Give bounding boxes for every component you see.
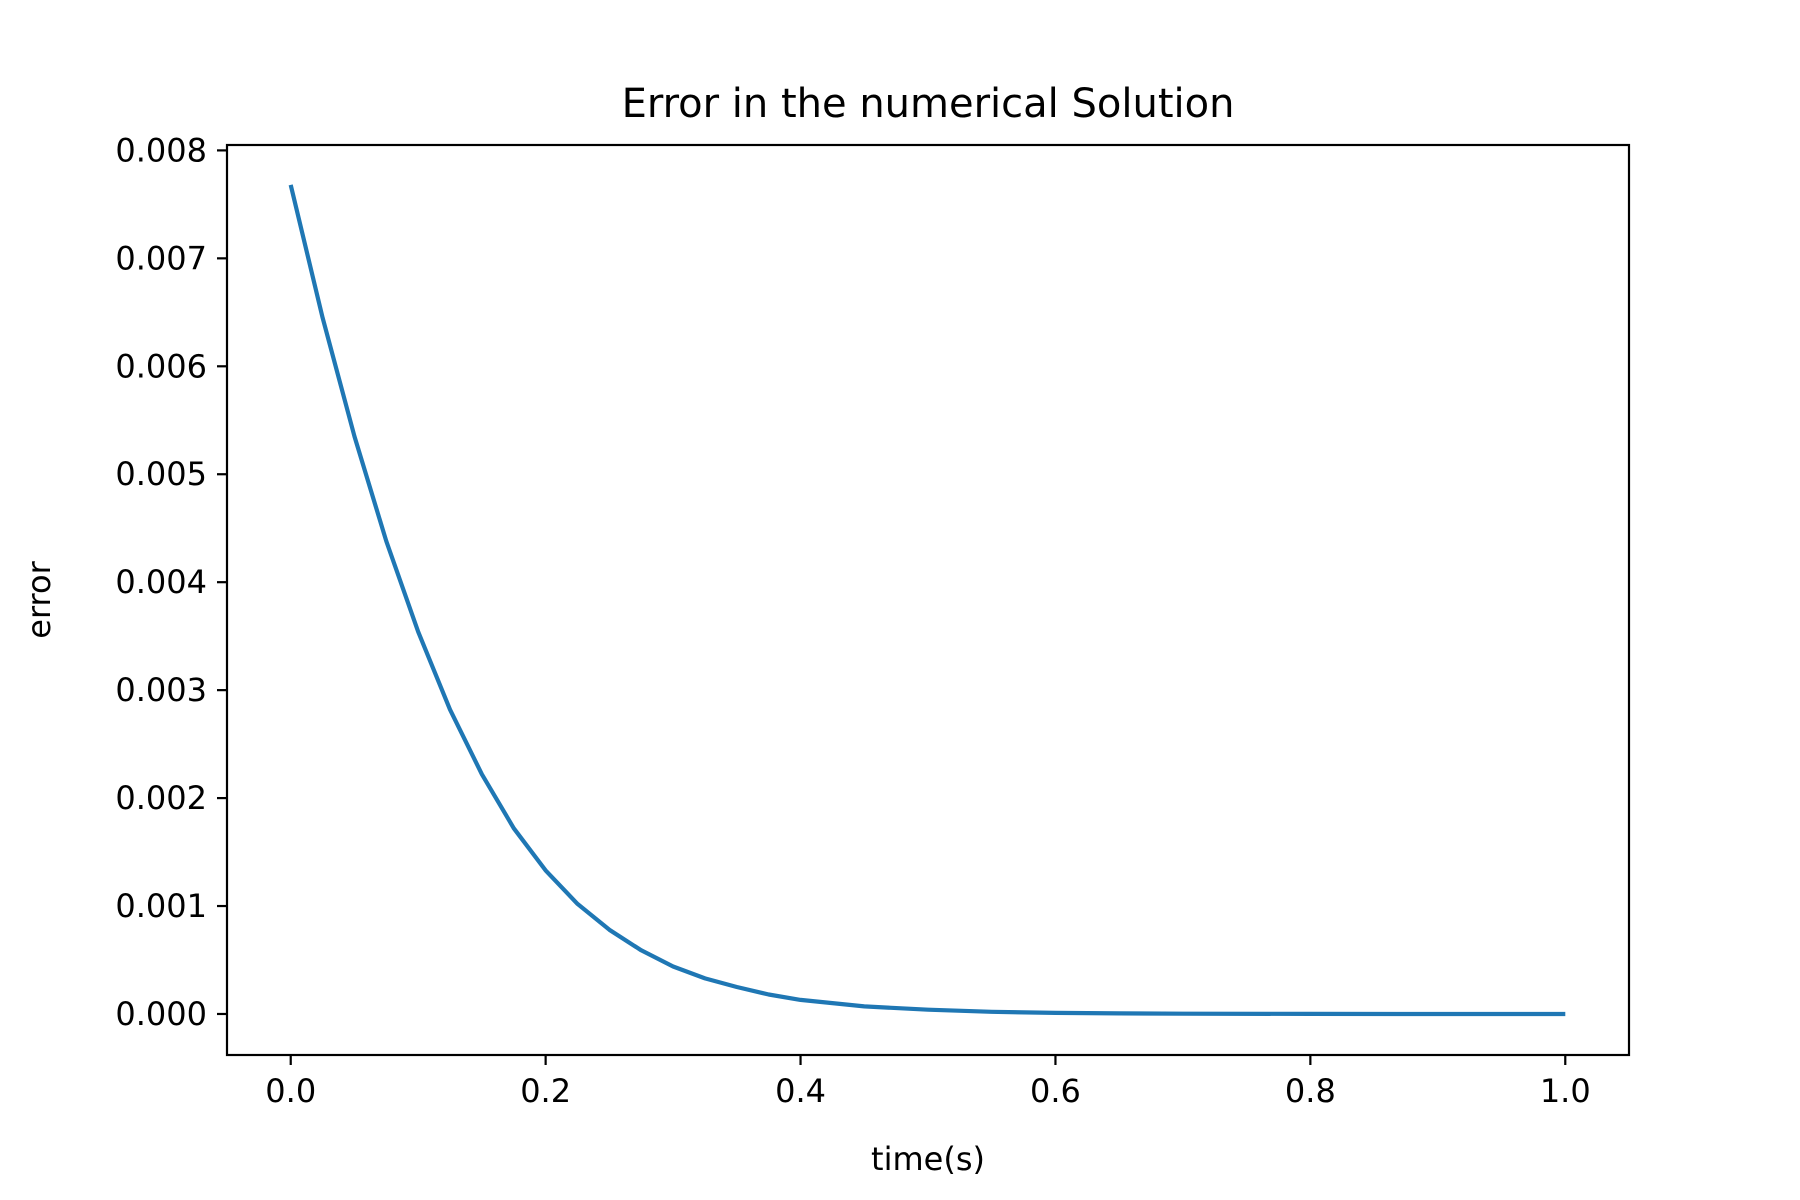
x-tick-label: 0.0 [265,1072,316,1110]
x-axis-label: time(s) [871,1140,985,1178]
axes-frame [225,143,1631,1057]
x-axis: 0.0 0.2 0.4 0.6 0.8 1.0 [265,1055,1591,1110]
x-tick-label: 0.6 [1030,1072,1081,1110]
y-tick-label: 0.000 [115,995,207,1033]
x-tick-label: 0.4 [775,1072,826,1110]
y-tick-label: 0.006 [115,347,207,385]
chart-title: Error in the numerical Solution [622,81,1235,127]
y-tick-label: 0.002 [115,779,207,817]
series-line-error [288,184,1566,1017]
series-layer [288,184,1566,1017]
y-tick-label: 0.004 [115,563,207,601]
y-tick-label: 0.001 [115,887,207,925]
x-tick-label: 1.0 [1540,1072,1591,1110]
y-axis-label: error [20,560,58,638]
x-tick-label: 0.2 [520,1072,571,1110]
plot-area [227,145,1629,1055]
y-axis: 0.000 0.001 0.002 0.003 0.004 0.005 0.006 0.007… [115,131,227,1033]
y-tick-label: 0.003 [115,671,207,709]
y-tick-label: 0.007 [115,239,207,277]
y-tick-label: 0.008 [115,131,207,169]
x-tick-label: 0.8 [1285,1072,1336,1110]
y-tick-label: 0.005 [115,455,207,493]
